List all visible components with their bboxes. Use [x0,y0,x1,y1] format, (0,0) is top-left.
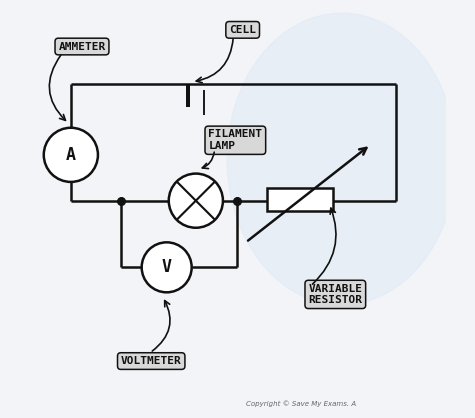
Circle shape [44,128,98,182]
Text: CELL: CELL [229,25,256,35]
Text: VARIABLE
RESISTOR: VARIABLE RESISTOR [308,283,362,305]
Ellipse shape [227,13,456,305]
Text: VOLTMETER: VOLTMETER [121,356,181,366]
FancyBboxPatch shape [266,188,333,211]
Circle shape [142,242,192,292]
Text: FILAMENT
LAMP: FILAMENT LAMP [209,130,262,151]
Text: Copyright © Save My Exams. A: Copyright © Save My Exams. A [246,400,356,407]
Text: V: V [162,258,171,276]
Circle shape [169,173,223,228]
Text: AMMETER: AMMETER [58,41,105,51]
Text: A: A [66,146,76,164]
